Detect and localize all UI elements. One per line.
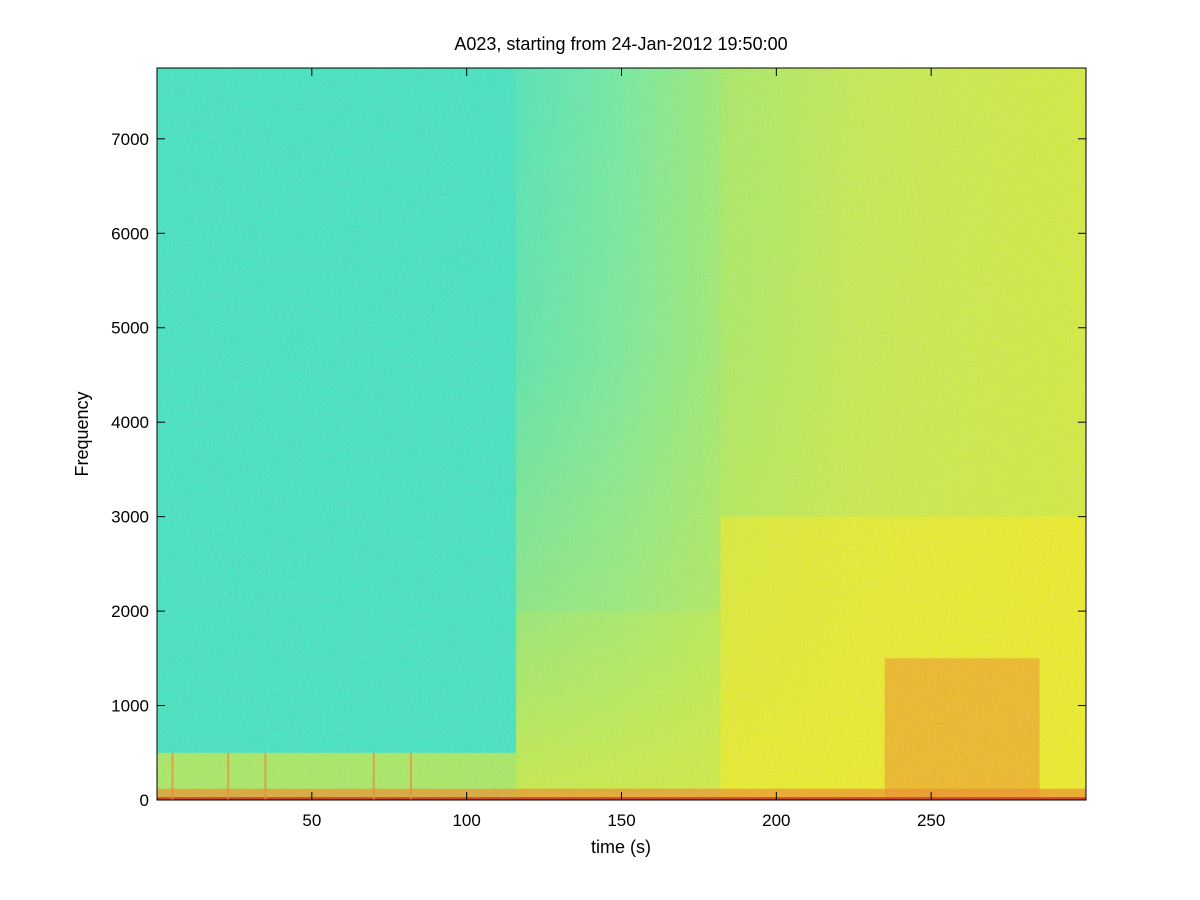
x-axis: 50 100 150 200 250 — [302, 68, 945, 830]
y-axis-label: Frequency — [72, 391, 92, 476]
y-tick-label: 2000 — [111, 602, 149, 621]
y-axis: 0 1000 2000 3000 4000 5000 6000 7000 — [111, 130, 1086, 810]
x-tick-label: 100 — [452, 811, 480, 830]
noise-texture — [157, 68, 1086, 800]
chart-title: A023, starting from 24-Jan-2012 19:50:00 — [454, 34, 787, 54]
y-tick-label: 4000 — [111, 413, 149, 432]
x-axis-label: time (s) — [591, 837, 651, 857]
y-tick-label: 7000 — [111, 130, 149, 149]
x-tick-label: 50 — [302, 811, 321, 830]
x-tick-label: 150 — [607, 811, 635, 830]
y-tick-label: 6000 — [111, 224, 149, 243]
y-tick-label: 3000 — [111, 508, 149, 527]
x-tick-label: 200 — [762, 811, 790, 830]
y-tick-label: 5000 — [111, 319, 149, 338]
spectrogram-image — [157, 68, 1086, 800]
x-tick-label: 250 — [917, 811, 945, 830]
y-tick-label: 1000 — [111, 697, 149, 716]
y-tick-label: 0 — [140, 791, 149, 810]
